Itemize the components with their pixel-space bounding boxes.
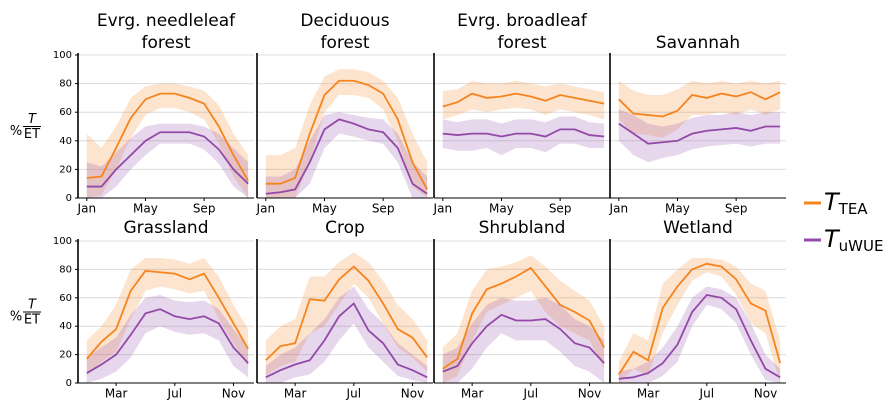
x-tick-label: Jan	[77, 202, 97, 216]
y-tick-label: 0	[66, 193, 72, 204]
uncertainty-band	[86, 83, 249, 198]
legend-name: T	[824, 188, 841, 216]
uncertainty-band	[86, 123, 249, 198]
series-line	[442, 128, 605, 138]
x-tick-label: Mar	[105, 387, 128, 401]
panel: Grassland 0 20 40 60 80 100 Mar Jul Nov% TET	[10, 218, 254, 401]
x-tick-label: Jul	[167, 387, 182, 401]
legend-label: TTEA	[824, 188, 868, 218]
y-tick-label: 0	[66, 378, 72, 389]
uncertainty-band	[86, 294, 249, 383]
x-tick-label: May	[312, 202, 337, 216]
uncertainty-band	[442, 116, 605, 156]
uncertainty-band	[265, 112, 428, 198]
uncertainty-band	[442, 297, 605, 383]
y-label-numerator: T	[28, 112, 37, 127]
series-line	[86, 269, 249, 360]
y-label-numerator: T	[28, 298, 37, 313]
series-line	[86, 92, 249, 182]
uncertainty-band	[442, 255, 605, 383]
uncertainty-band	[618, 109, 781, 163]
x-tick-label: May	[489, 202, 514, 216]
x-tick-label: Jan	[609, 202, 629, 216]
series-line	[86, 308, 249, 374]
x-tick-label: Nov	[578, 387, 601, 401]
series-line	[265, 79, 428, 190]
uncertainty-band	[618, 286, 781, 383]
series-line	[618, 293, 781, 380]
panel: Savannah Jan May Sep	[609, 33, 786, 216]
panel-title: Deciduous	[300, 11, 389, 31]
y-tick-label: 20	[59, 164, 72, 175]
x-tick-label: May	[133, 202, 158, 216]
y-label-prefix: %	[10, 124, 22, 139]
panel-title: forest	[321, 33, 370, 53]
panel-title: Wetland	[663, 218, 733, 238]
y-tick-label: 20	[59, 350, 72, 361]
x-tick-label: Nov	[401, 387, 424, 401]
x-tick-label: Sep	[725, 202, 748, 216]
panel-title: Crop	[325, 218, 365, 238]
x-tick-label: Sep	[372, 202, 395, 216]
series-line	[265, 118, 428, 195]
y-tick-label: 80	[59, 79, 72, 90]
y-tick-label: 80	[59, 264, 72, 275]
x-tick-label: Nov	[222, 387, 245, 401]
panel-title: Evrg. needleleaf	[97, 11, 236, 31]
panel: Wetland Mar Jul Nov	[609, 218, 786, 401]
x-tick-label: Sep	[193, 202, 216, 216]
panel-title: Shrubland	[479, 218, 566, 238]
panel-title: Grassland	[124, 218, 209, 238]
panel-title: Evrg. broadleaf	[457, 11, 588, 31]
uncertainty-band	[265, 286, 428, 383]
y-tick-label: 40	[59, 321, 72, 332]
series-line	[618, 262, 781, 375]
x-tick-label: Mar	[637, 387, 660, 401]
x-tick-label: Jul	[699, 387, 714, 401]
x-tick-label: Jan	[433, 202, 453, 216]
y-label-denominator: ET	[24, 127, 40, 142]
series-line	[618, 91, 781, 118]
legend-subscript: uWUE	[839, 237, 884, 255]
y-label-prefix: %	[10, 310, 22, 325]
legend-label: TuWUE	[824, 225, 883, 255]
legend-name: T	[824, 225, 841, 253]
panel-title: forest	[142, 33, 191, 53]
uncertainty-band	[618, 258, 781, 383]
legend-subscript: TEA	[838, 200, 869, 218]
series-line	[86, 131, 249, 188]
x-tick-label: Mar	[461, 387, 484, 401]
x-tick-label: Sep	[549, 202, 572, 216]
x-tick-label: Mar	[284, 387, 307, 401]
series-line	[442, 266, 605, 370]
uncertainty-band	[442, 80, 605, 120]
x-tick-label: Jul	[346, 387, 361, 401]
panel-title: Savannah	[656, 33, 740, 53]
panel: Crop Mar Jul Nov	[256, 218, 433, 401]
y-tick-label: 40	[59, 136, 72, 147]
panel: Shrubland Mar Jul Nov	[433, 218, 610, 401]
series-line	[265, 302, 428, 379]
x-tick-label: Jul	[523, 387, 538, 401]
uncertainty-band	[86, 258, 249, 376]
x-tick-label: Jan	[256, 202, 276, 216]
y-tick-label: 100	[53, 236, 72, 247]
series-line	[618, 122, 781, 145]
x-tick-label: Nov	[754, 387, 777, 401]
panel-title: forest	[498, 33, 547, 53]
series-line	[265, 265, 428, 361]
y-tick-label: 60	[59, 107, 72, 118]
y-tick-label: 100	[53, 50, 72, 61]
uncertainty-band	[265, 252, 428, 376]
x-tick-label: May	[665, 202, 690, 216]
y-tick-label: 60	[59, 293, 72, 304]
series-line	[442, 92, 605, 108]
series-line	[442, 313, 605, 373]
y-label-denominator: ET	[24, 313, 40, 328]
